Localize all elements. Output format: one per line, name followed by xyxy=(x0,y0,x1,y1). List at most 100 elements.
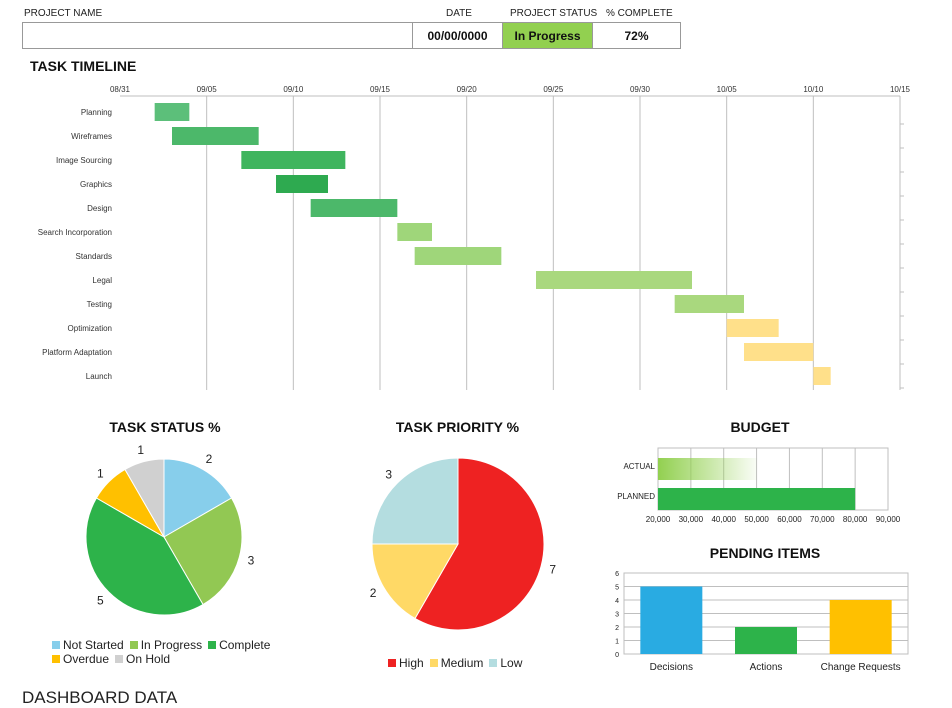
pie-data-label: 7 xyxy=(549,562,556,576)
budget-tick-label: 80,000 xyxy=(843,515,868,524)
gantt-task-label: Testing xyxy=(87,300,112,309)
pending-items-chart: 0 1 2 3 4 5 6 Decisions Actions Change Requests xyxy=(615,571,909,673)
budget-bar-planned xyxy=(658,488,856,510)
pie-slice-on-hold xyxy=(124,458,165,539)
gantt-bar-standards xyxy=(414,247,502,265)
pending-tick-label: 3 xyxy=(615,612,619,619)
gantt-bar-planning xyxy=(154,103,190,121)
budget-chart: 20,000 30,000 40,000 50,000 60,000 70,000 80,0… xyxy=(617,447,901,524)
pie-slice-high xyxy=(414,457,545,631)
pie-data-label: 3 xyxy=(248,553,255,567)
gantt-bar-legal xyxy=(536,271,692,289)
pending-category-label: Decisions xyxy=(650,662,693,673)
dashboard-data-title: DASHBOARD DATA xyxy=(22,688,178,707)
legend-item-low: Low xyxy=(489,656,522,670)
budget-title: BUDGET xyxy=(730,419,790,435)
legend-swatch xyxy=(388,659,396,667)
legend-item-in-progress: In Progress xyxy=(129,638,203,652)
status-label: PROJECT STATUS xyxy=(510,8,598,19)
gantt-bar-image-sourcing xyxy=(241,151,346,169)
pending-bar-change-requests xyxy=(829,600,892,654)
gantt-bar-optimization xyxy=(726,319,779,337)
pending-tick-label: 2 xyxy=(615,625,619,632)
legend-label: Medium xyxy=(440,656,484,670)
budget-tick-label: 40,000 xyxy=(711,515,736,524)
pending-tick-label: 0 xyxy=(615,652,619,659)
gantt-task-label: Launch xyxy=(86,372,112,381)
budget-bar-actual xyxy=(658,458,757,480)
pie-data-label: 3 xyxy=(385,468,392,482)
legend-label: Low xyxy=(500,656,523,670)
gantt-bar-testing xyxy=(674,295,744,313)
pie-slice-complete xyxy=(85,497,204,616)
legend-item-medium: Medium xyxy=(429,656,484,670)
task-priority-title: TASK PRIORITY % xyxy=(395,419,520,435)
legend-label: On Hold xyxy=(126,652,171,666)
budget-tick-label: 60,000 xyxy=(777,515,802,524)
budget-category-label: PLANNED xyxy=(617,492,655,501)
project-name-field[interactable] xyxy=(23,23,413,48)
gantt-task-label: Optimization xyxy=(68,324,112,333)
date-label: DATE xyxy=(446,8,472,19)
gantt-task-label: Graphics xyxy=(80,180,112,189)
legend-swatch xyxy=(429,659,438,667)
project-header-row: 00/00/0000 In Progress 72% xyxy=(22,22,681,49)
pending-category-label: Change Requests xyxy=(821,662,901,673)
pie-data-label: 1 xyxy=(137,443,144,457)
gantt-task-label: Design xyxy=(87,204,112,213)
legend-item-not-started: Not Started xyxy=(52,638,124,652)
complete-value[interactable]: 72% xyxy=(624,28,649,43)
pie-data-label: 1 xyxy=(97,466,104,480)
pie-data-label: 5 xyxy=(97,594,104,608)
gantt-tick-label: 10/05 xyxy=(717,85,738,94)
complete-label: % COMPLETE xyxy=(606,8,673,19)
pending-bar-actions xyxy=(735,627,797,654)
gantt-chart: 08/31 09/05 09/10 09/15 09/20 09/25 09/30 10/05… xyxy=(38,85,911,390)
legend-item-complete: Complete xyxy=(208,638,270,652)
gantt-bar-launch xyxy=(813,367,831,385)
gantt-task-label: Wireframes xyxy=(71,132,112,141)
gantt-task-label: Standards xyxy=(76,252,112,261)
pie-slice-not-started xyxy=(163,458,233,538)
pie-slice-low xyxy=(371,457,459,545)
legend-swatch xyxy=(52,641,60,649)
project-name-label: PROJECT NAME xyxy=(24,8,103,19)
task-status-legend: Not Started In Progress Complete Overdue On … xyxy=(52,638,292,666)
budget-tick-label: 30,000 xyxy=(679,515,704,524)
pending-tick-label: 4 xyxy=(615,598,619,605)
gantt-tick-label: 10/10 xyxy=(803,85,824,94)
gantt-bar-design xyxy=(310,199,398,217)
gantt-tick-label: 10/15 xyxy=(890,85,911,94)
timeline-title: TASK TIMELINE xyxy=(30,58,137,74)
gantt-tick-label: 09/10 xyxy=(283,85,304,94)
gantt-task-label: Planning xyxy=(81,108,112,117)
legend-swatch xyxy=(52,655,60,663)
legend-label: Complete xyxy=(219,638,271,652)
gantt-tick-label: 09/30 xyxy=(630,85,651,94)
legend-label: Not Started xyxy=(63,638,124,652)
pending-tick-label: 1 xyxy=(615,639,619,646)
gantt-tick-label: 09/20 xyxy=(457,85,478,94)
task-priority-pie: 7 2 3 xyxy=(370,457,556,631)
budget-category-label: ACTUAL xyxy=(623,462,655,471)
status-badge[interactable]: In Progress xyxy=(503,23,593,48)
pie-data-label: 2 xyxy=(206,452,213,466)
budget-tick-label: 70,000 xyxy=(810,515,835,524)
pie-slice-in-progress xyxy=(163,497,243,606)
legend-label: Overdue xyxy=(63,652,110,666)
gantt-tick-label: 09/25 xyxy=(543,85,564,94)
legend-label: In Progress xyxy=(140,638,203,652)
legend-item-overdue: Overdue xyxy=(52,652,109,666)
task-status-title: TASK STATUS % xyxy=(109,419,221,435)
gantt-task-label: Platform Adaptation xyxy=(42,348,112,357)
budget-tick-label: 50,000 xyxy=(744,515,769,524)
legend-label: High xyxy=(399,656,424,670)
task-status-pie: 2 3 5 1 1 xyxy=(85,443,255,616)
gantt-bar-platform-adaptation xyxy=(744,343,814,361)
pending-bar-decisions xyxy=(640,586,703,654)
gantt-task-label: Legal xyxy=(92,276,112,285)
gantt-task-label: Image Sourcing xyxy=(56,156,112,165)
date-value[interactable]: 00/00/0000 xyxy=(413,23,503,48)
gantt-bar-wireframes xyxy=(172,127,259,145)
legend-swatch xyxy=(129,641,138,649)
